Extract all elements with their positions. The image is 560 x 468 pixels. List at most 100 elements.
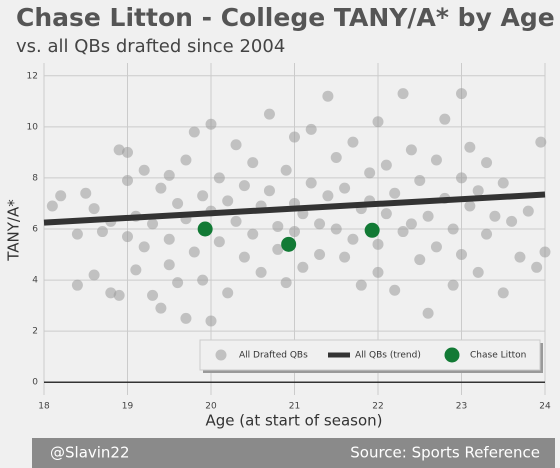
data-point bbox=[96, 226, 108, 238]
data-point bbox=[122, 174, 133, 186]
y-tick-label: 2 bbox=[32, 327, 38, 337]
data-point bbox=[531, 261, 543, 273]
data-point bbox=[422, 307, 434, 319]
data-point bbox=[447, 279, 459, 291]
data-point bbox=[305, 123, 317, 135]
data-point bbox=[272, 220, 284, 232]
data-point bbox=[314, 249, 326, 261]
data-point bbox=[472, 185, 484, 197]
data-point bbox=[347, 233, 359, 245]
data-point bbox=[188, 126, 200, 138]
legend-label: Chase Litton bbox=[470, 351, 526, 361]
data-point bbox=[514, 251, 526, 263]
data-point bbox=[163, 259, 175, 271]
data-point bbox=[364, 167, 376, 179]
data-point bbox=[155, 302, 167, 314]
y-tick-label: 8 bbox=[32, 173, 38, 183]
data-point bbox=[405, 218, 417, 230]
data-point bbox=[405, 144, 417, 156]
data-point bbox=[113, 144, 125, 156]
data-point bbox=[497, 287, 509, 299]
data-point bbox=[322, 190, 334, 202]
data-point bbox=[305, 177, 317, 189]
data-point bbox=[130, 264, 142, 276]
chart-subtitle: vs. all QBs drafted since 2004 bbox=[16, 36, 285, 57]
data-point bbox=[464, 141, 476, 153]
data-point bbox=[180, 154, 192, 166]
data-point bbox=[539, 246, 551, 258]
data-point bbox=[122, 146, 133, 158]
data-point bbox=[197, 221, 213, 237]
data-point bbox=[88, 269, 100, 281]
footer-credit: @Slavin22 bbox=[50, 444, 130, 462]
data-point bbox=[205, 118, 217, 130]
x-tick-label: 21 bbox=[289, 402, 300, 412]
data-point bbox=[397, 88, 409, 100]
data-point bbox=[46, 200, 58, 212]
data-point bbox=[472, 266, 484, 278]
data-point bbox=[263, 185, 275, 197]
data-point bbox=[347, 136, 359, 148]
data-point bbox=[180, 312, 192, 324]
data-point bbox=[481, 228, 493, 240]
data-point bbox=[205, 315, 217, 327]
data-point bbox=[289, 131, 300, 143]
data-point bbox=[213, 172, 225, 184]
data-point bbox=[71, 228, 83, 240]
data-point bbox=[297, 261, 309, 273]
data-point bbox=[439, 113, 451, 125]
data-point bbox=[163, 233, 175, 245]
legend-box bbox=[199, 339, 541, 371]
data-point bbox=[456, 249, 467, 261]
data-point bbox=[481, 157, 493, 169]
data-point bbox=[280, 277, 292, 289]
data-point bbox=[172, 277, 184, 289]
chart-title: Chase Litton - College TANY/A* by Age bbox=[16, 3, 555, 32]
data-point bbox=[430, 154, 442, 166]
data-point bbox=[289, 226, 300, 238]
data-point bbox=[263, 108, 275, 120]
x-tick-label: 24 bbox=[539, 402, 551, 412]
y-tick-label: 10 bbox=[27, 122, 39, 132]
data-point bbox=[230, 139, 242, 151]
data-point bbox=[163, 169, 175, 181]
x-axis-label: Age (at start of season) bbox=[206, 412, 383, 430]
data-point bbox=[238, 180, 250, 192]
data-point bbox=[147, 289, 159, 301]
data-point bbox=[213, 236, 225, 248]
data-point bbox=[497, 177, 509, 189]
data-point bbox=[372, 238, 384, 250]
data-point bbox=[389, 187, 401, 199]
legend-label: All QBs (trend) bbox=[355, 351, 421, 361]
footer-source: Source: Sports Reference bbox=[350, 444, 540, 462]
data-point bbox=[364, 222, 380, 238]
data-point bbox=[489, 210, 501, 222]
data-point bbox=[155, 182, 167, 194]
data-point bbox=[172, 197, 184, 209]
x-tick-label: 23 bbox=[456, 402, 467, 412]
y-tick-label: 0 bbox=[32, 378, 38, 388]
data-point bbox=[339, 182, 351, 194]
data-point bbox=[380, 159, 392, 171]
data-point bbox=[464, 200, 476, 212]
data-point bbox=[389, 284, 401, 296]
legend-swatch bbox=[444, 347, 460, 363]
legend-label: All Drafted QBs bbox=[239, 351, 308, 361]
footer-bar bbox=[32, 438, 555, 468]
data-point bbox=[197, 274, 209, 286]
y-tick-label: 6 bbox=[32, 225, 38, 235]
data-point bbox=[430, 241, 442, 253]
data-point bbox=[380, 208, 392, 220]
data-point bbox=[80, 187, 92, 199]
legend-swatch bbox=[215, 349, 227, 361]
data-point bbox=[272, 243, 284, 255]
data-point bbox=[456, 88, 467, 100]
data-point bbox=[522, 205, 534, 217]
data-point bbox=[414, 254, 426, 266]
y-tick-label: 4 bbox=[32, 276, 38, 286]
data-point bbox=[447, 223, 459, 235]
data-point bbox=[147, 218, 159, 230]
trend-line bbox=[43, 191, 546, 226]
x-tick-label: 20 bbox=[205, 402, 217, 412]
